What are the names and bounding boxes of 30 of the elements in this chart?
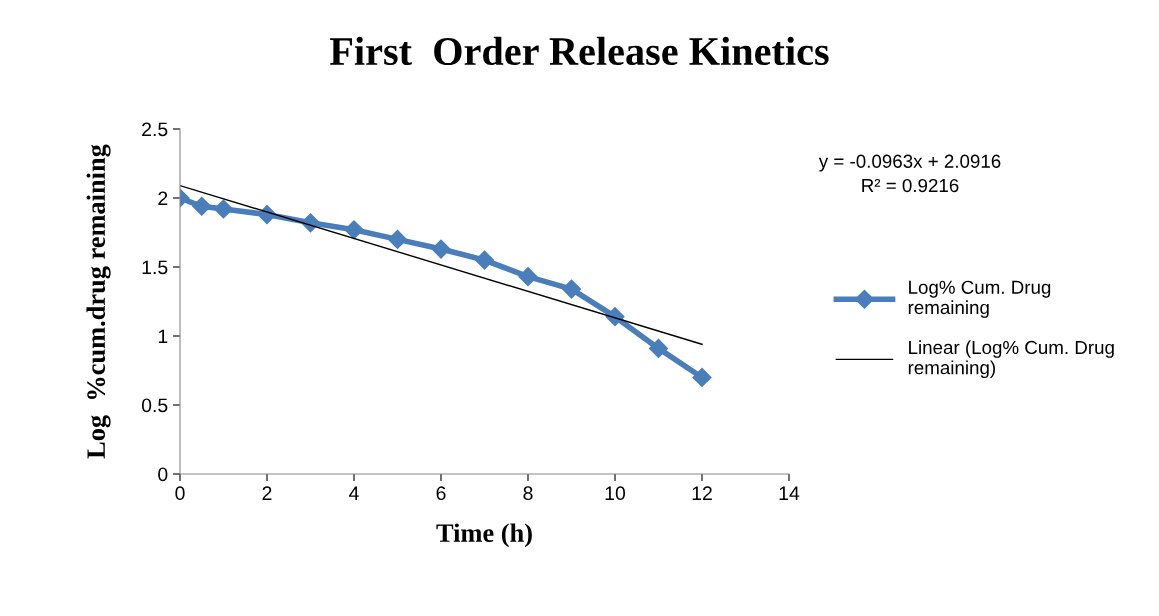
y-tick-label: 2 — [158, 191, 168, 206]
chart-title: First Order Release Kinetics — [329, 36, 829, 66]
point — [213, 199, 234, 219]
y-tick-label: 0.5 — [141, 398, 168, 413]
x-tick-label: 0 — [175, 486, 185, 501]
legend-label: Linear (Log% Cum. Drug remaining) — [908, 340, 1114, 379]
x-tick-label: 10 — [605, 486, 626, 501]
y-tick-label: 0 — [158, 467, 168, 482]
x-tick-label: 2 — [262, 486, 272, 500]
legend-label: Log% Cum. Drug remaining — [908, 280, 1051, 318]
point — [192, 196, 212, 216]
y-tick-label: 1 — [158, 329, 168, 344]
text: y = -0.0963x + 2.0916 R² = 0.9216 — [818, 154, 1001, 193]
x-tick-label: 14 — [779, 486, 800, 500]
x-tick-label: 8 — [523, 486, 533, 501]
point — [648, 338, 669, 358]
y-tick-label: 1.5 — [142, 260, 168, 275]
y-tick-label: 2.5 — [142, 122, 168, 137]
x-tick-label: 12 — [692, 486, 712, 500]
point — [344, 220, 364, 240]
point — [561, 279, 582, 299]
x-tick-label: 4 — [349, 486, 359, 500]
point — [474, 250, 495, 270]
y-axis-title: Log %cum.drug remaining — [86, 144, 111, 459]
point — [692, 367, 712, 387]
point — [518, 267, 538, 287]
x-axis-title: Time (h) — [436, 523, 532, 548]
point — [387, 229, 408, 249]
point — [431, 239, 451, 259]
x-tick-label: 6 — [436, 486, 446, 501]
